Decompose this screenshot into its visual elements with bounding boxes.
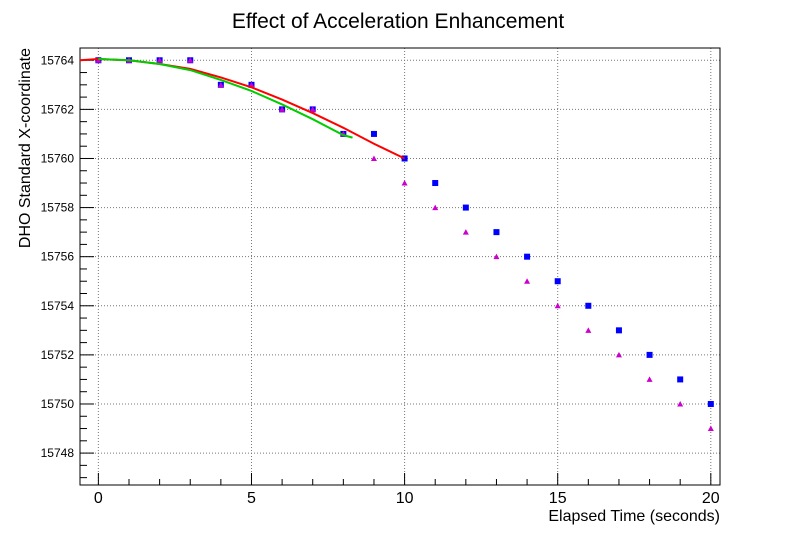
- series-1-point: [585, 327, 592, 333]
- series-0-point: [615, 327, 622, 334]
- series-1-point: [462, 229, 469, 235]
- x-tick-label: 5: [247, 490, 256, 507]
- series-1-point: [187, 57, 194, 63]
- series-0-point: [370, 130, 377, 137]
- y-tick-label: 15754: [41, 299, 75, 313]
- series-0-point: [524, 253, 531, 260]
- grid: [80, 48, 720, 485]
- series-1-point: [707, 425, 714, 432]
- series-1-point: [524, 278, 531, 284]
- series-1-point: [615, 351, 622, 358]
- series-2-line: [79, 58, 406, 160]
- y-tick-label: 15760: [41, 151, 75, 165]
- series-1-point: [401, 180, 408, 186]
- axis-ticks: 0 5 10 15 20 15748 15750 15752 15754 15756 15758 15…: [41, 47, 720, 507]
- series-0-point: [432, 180, 439, 187]
- series-layer: [79, 57, 714, 432]
- series-0-point: [401, 155, 408, 162]
- y-axis-label: DHO Standard X-coordinate: [17, 48, 34, 248]
- series-1-point: [646, 376, 653, 382]
- y-tick-label: 15756: [41, 250, 75, 264]
- series-1-point: [432, 204, 439, 211]
- y-tick-label: 15758: [41, 201, 75, 215]
- series-1-point: [217, 81, 224, 88]
- series-1-point: [279, 106, 286, 112]
- series-0-point: [493, 229, 500, 236]
- series-1-point: [554, 302, 561, 309]
- x-tick-label: 0: [94, 490, 103, 507]
- series-0-point: [462, 204, 469, 211]
- series-1-point: [677, 400, 684, 407]
- series-0-point: [646, 351, 653, 358]
- y-tick-label: 15752: [41, 348, 75, 362]
- series-0-point: [585, 302, 592, 309]
- y-tick-label: 15748: [41, 446, 75, 460]
- y-tick-label: 15762: [41, 102, 75, 116]
- x-tick-label: 20: [702, 490, 720, 507]
- series-0-point: [677, 376, 684, 383]
- series-3-line: [98, 58, 353, 139]
- series-1-point: [156, 57, 163, 63]
- x-axis-label: Elapsed Time (seconds): [548, 508, 720, 525]
- series-0-point: [707, 400, 714, 407]
- y-tick-label: 15764: [41, 53, 75, 67]
- x-tick-label: 15: [549, 490, 567, 507]
- series-1-point: [309, 106, 316, 112]
- series-0-point: [554, 278, 561, 285]
- plot-frame: [79, 47, 721, 486]
- x-tick-label: 10: [396, 490, 414, 507]
- chart-title: Effect of Acceleration Enhancement: [232, 10, 564, 33]
- y-tick-label: 15750: [41, 397, 75, 411]
- series-1-point: [493, 253, 500, 260]
- series-1-point: [370, 155, 377, 161]
